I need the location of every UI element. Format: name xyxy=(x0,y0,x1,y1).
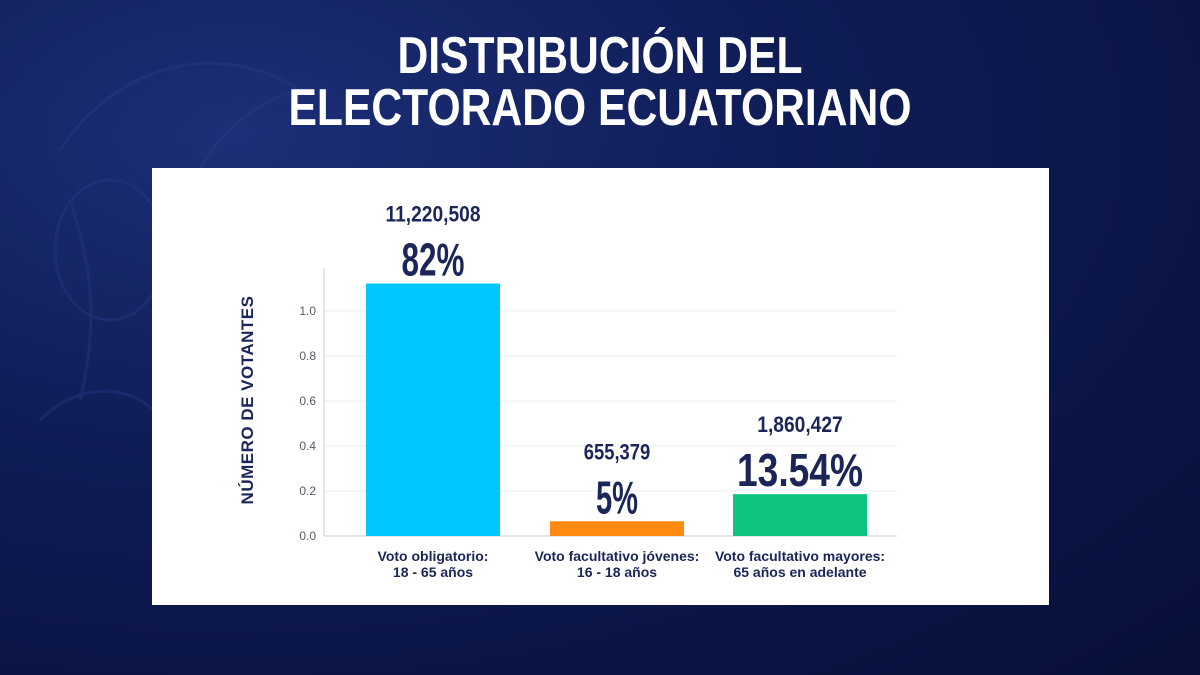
count-label: 655,379 xyxy=(584,439,651,464)
page-title: DISTRIBUCIÓN DEL ELECTORADO ECUATORIANO xyxy=(108,30,1092,134)
count-label: 1,860,427 xyxy=(757,412,843,437)
y-tick-label: 0.4 xyxy=(299,439,316,453)
title-line-2: ELECTORADO ECUATORIANO xyxy=(288,79,912,137)
bar-2 xyxy=(550,521,684,536)
title-line-1: DISTRIBUCIÓN DEL xyxy=(397,27,803,85)
x-tick-label: 65 años en adelante xyxy=(733,564,866,580)
y-tick-label: 0.0 xyxy=(299,529,316,543)
chart-card: 0.0 0.2 0.4 0.6 0.8 1.0 82% 11,220,508 Voto obli… xyxy=(152,168,1049,605)
y-axis-title-text: NÚMERO DE VOTANTES xyxy=(238,295,257,505)
x-tick-label: 16 - 18 años xyxy=(577,564,657,580)
y-tick-label: 0.8 xyxy=(299,349,316,363)
x-tick-label: Voto facultativo jóvenes: xyxy=(535,548,700,564)
percent-label: 13.54% xyxy=(737,444,863,496)
count-label: 11,220,508 xyxy=(386,202,481,227)
bar-1 xyxy=(366,283,500,536)
y-tick-label: 0.6 xyxy=(299,394,316,408)
y-tick-label: 1.0 xyxy=(299,304,316,318)
x-tick-label: Voto obligatorio: xyxy=(378,548,489,564)
y-tick-label: 0.2 xyxy=(299,484,316,498)
bar-chart: 0.0 0.2 0.4 0.6 0.8 1.0 82% 11,220,508 Voto obli… xyxy=(299,202,897,580)
percent-label: 82% xyxy=(402,234,465,286)
percent-label: 5% xyxy=(596,471,638,523)
bar-3 xyxy=(733,494,867,536)
x-tick-label: Voto facultativo mayores: xyxy=(715,548,885,564)
x-tick-label: 18 - 65 años xyxy=(393,564,473,580)
